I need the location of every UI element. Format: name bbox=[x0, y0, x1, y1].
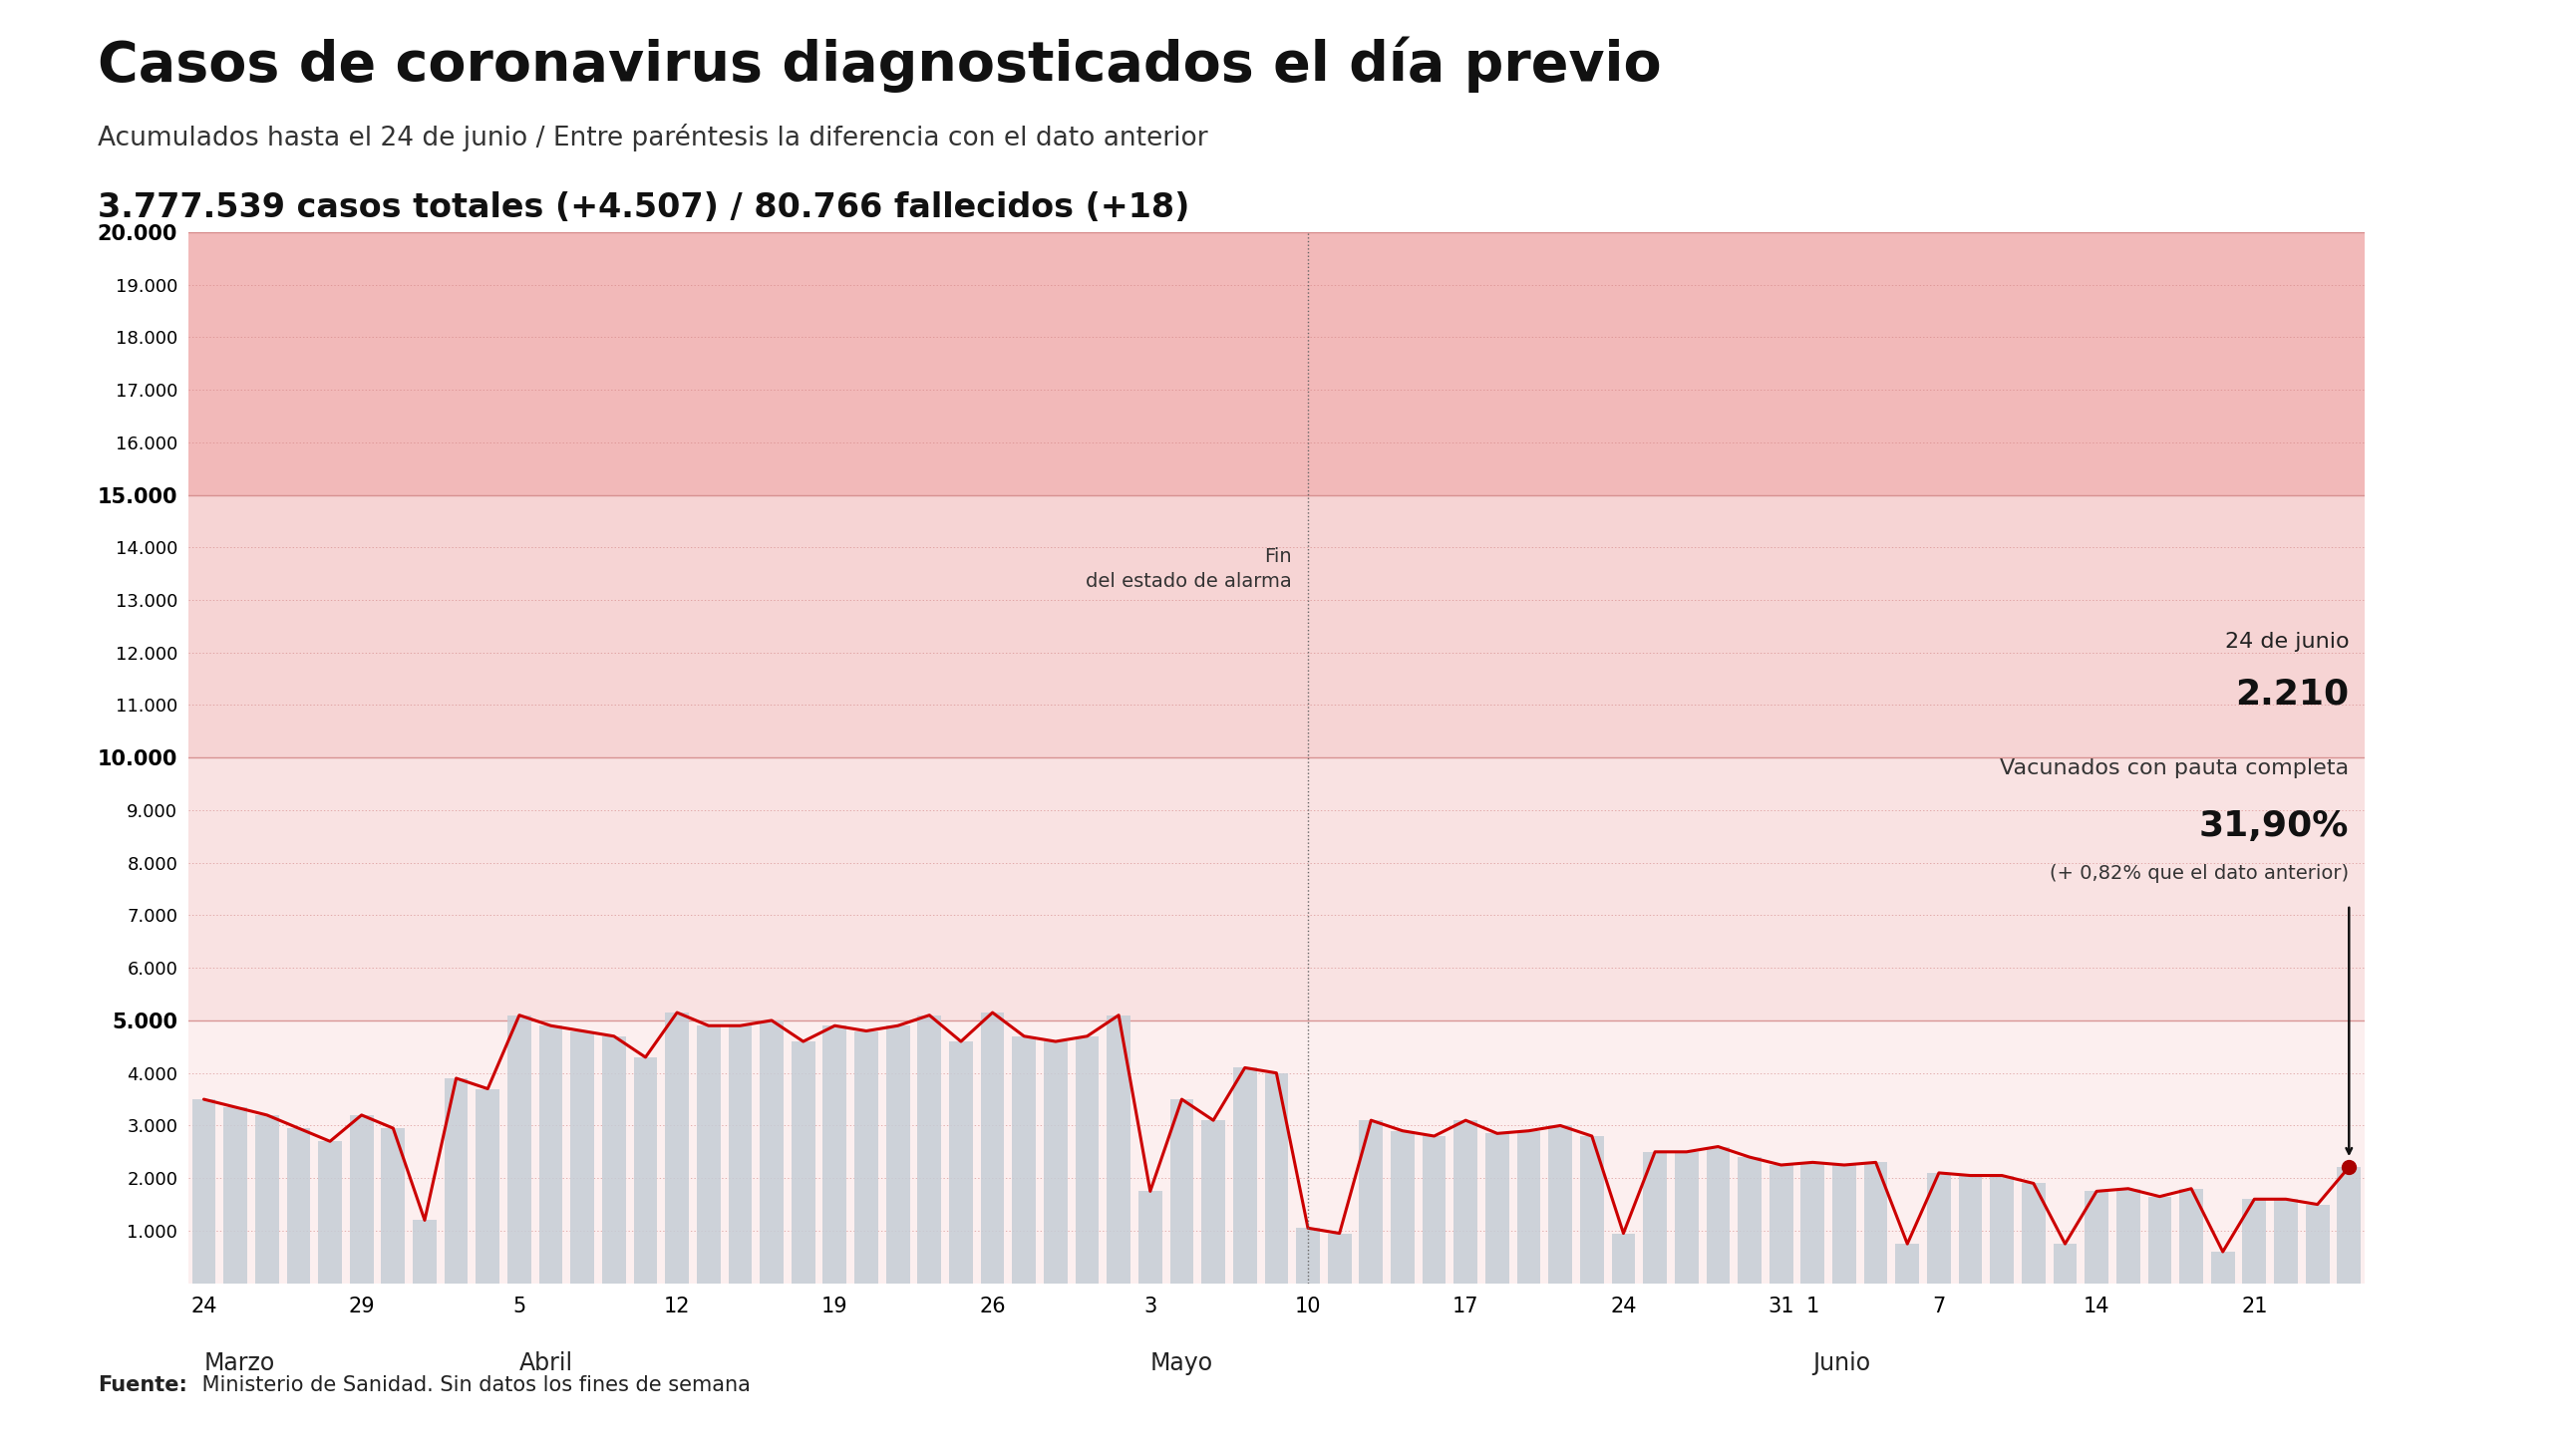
Bar bbox=[822, 1025, 848, 1283]
Bar bbox=[1674, 1151, 1698, 1283]
Bar bbox=[1422, 1137, 1445, 1283]
Bar bbox=[193, 1099, 216, 1283]
Bar bbox=[1613, 1234, 1636, 1283]
Text: (+ 0,82% que el dato anterior): (+ 0,82% que el dato anterior) bbox=[2050, 864, 2349, 883]
Bar bbox=[1360, 1121, 1383, 1283]
Text: Marzo: Marzo bbox=[204, 1351, 276, 1375]
Text: Abril: Abril bbox=[520, 1351, 574, 1375]
Bar bbox=[1579, 1137, 1605, 1283]
Text: 24 de junio: 24 de junio bbox=[2226, 632, 2349, 652]
Bar bbox=[791, 1041, 814, 1283]
Bar bbox=[1296, 1228, 1319, 1283]
Text: Fin
del estado de alarma: Fin del estado de alarma bbox=[1087, 547, 1293, 592]
Bar bbox=[729, 1025, 752, 1283]
Bar bbox=[1074, 1037, 1100, 1283]
Bar bbox=[981, 1012, 1005, 1283]
Bar bbox=[569, 1031, 595, 1283]
Bar bbox=[1832, 1164, 1857, 1283]
Text: Vacunados con pauta completa: Vacunados con pauta completa bbox=[1999, 758, 2349, 779]
Bar bbox=[1517, 1131, 1540, 1283]
Bar bbox=[634, 1057, 657, 1283]
Bar bbox=[2275, 1199, 2298, 1283]
Text: Casos de coronavirus diagnosticados el día previo: Casos de coronavirus diagnosticados el d… bbox=[98, 36, 1662, 93]
Bar bbox=[188, 757, 2365, 1021]
Bar bbox=[1801, 1163, 1824, 1283]
Bar bbox=[2244, 1199, 2267, 1283]
Bar bbox=[1170, 1099, 1193, 1283]
Bar bbox=[381, 1128, 404, 1283]
Bar bbox=[2148, 1196, 2172, 1283]
Bar bbox=[1453, 1121, 1479, 1283]
Bar bbox=[1234, 1067, 1257, 1283]
Bar bbox=[886, 1025, 909, 1283]
Bar bbox=[1108, 1015, 1131, 1283]
Bar bbox=[319, 1141, 343, 1283]
Bar bbox=[1927, 1173, 1950, 1283]
Bar bbox=[2210, 1251, 2233, 1283]
Bar bbox=[1012, 1037, 1036, 1283]
Bar bbox=[696, 1025, 721, 1283]
Bar bbox=[286, 1128, 309, 1283]
Text: 2.210: 2.210 bbox=[2236, 677, 2349, 712]
Bar bbox=[2053, 1244, 2076, 1283]
Bar bbox=[188, 1021, 2365, 1283]
Bar bbox=[1770, 1164, 1793, 1283]
Bar bbox=[1327, 1234, 1352, 1283]
Text: 3.777.539 casos totales (+4.507) / 80.766 fallecidos (+18): 3.777.539 casos totales (+4.507) / 80.76… bbox=[98, 191, 1190, 225]
Bar bbox=[1643, 1151, 1667, 1283]
Text: Acumulados hasta el 24 de junio / Entre paréntesis la diferencia con el dato ant: Acumulados hasta el 24 de junio / Entre … bbox=[98, 123, 1208, 151]
Text: Ministerio de Sanidad. Sin datos los fines de semana: Ministerio de Sanidad. Sin datos los fin… bbox=[196, 1375, 752, 1395]
Text: Fuente:: Fuente: bbox=[98, 1375, 188, 1395]
Bar bbox=[917, 1015, 940, 1283]
Bar bbox=[507, 1015, 531, 1283]
Bar bbox=[2306, 1205, 2329, 1283]
Bar bbox=[855, 1031, 878, 1283]
Text: Mayo: Mayo bbox=[1151, 1351, 1213, 1375]
Text: Junio: Junio bbox=[1814, 1351, 1870, 1375]
Bar bbox=[2336, 1167, 2360, 1283]
Bar bbox=[1705, 1147, 1731, 1283]
Bar bbox=[412, 1219, 435, 1283]
Bar bbox=[1896, 1244, 1919, 1283]
Bar bbox=[477, 1089, 500, 1283]
Bar bbox=[188, 232, 2365, 494]
Bar bbox=[255, 1115, 278, 1283]
Bar bbox=[446, 1079, 469, 1283]
Bar bbox=[1391, 1131, 1414, 1283]
Bar bbox=[350, 1115, 374, 1283]
Bar bbox=[1865, 1163, 1888, 1283]
Bar bbox=[224, 1108, 247, 1283]
Bar bbox=[1265, 1073, 1288, 1283]
Bar bbox=[1958, 1176, 1984, 1283]
Text: 31,90%: 31,90% bbox=[2200, 809, 2349, 842]
Bar bbox=[1486, 1134, 1510, 1283]
Bar bbox=[760, 1021, 783, 1283]
Bar bbox=[2117, 1189, 2141, 1283]
Bar bbox=[1739, 1157, 1762, 1283]
Bar bbox=[603, 1037, 626, 1283]
Bar bbox=[2022, 1183, 2045, 1283]
Bar bbox=[665, 1012, 688, 1283]
Bar bbox=[1043, 1041, 1066, 1283]
Bar bbox=[2179, 1189, 2202, 1283]
Bar bbox=[1548, 1125, 1571, 1283]
Bar bbox=[1200, 1121, 1226, 1283]
Bar bbox=[2084, 1192, 2107, 1283]
Bar bbox=[1991, 1176, 2014, 1283]
Bar bbox=[1139, 1192, 1162, 1283]
Bar bbox=[948, 1041, 974, 1283]
Bar bbox=[188, 494, 2365, 757]
Bar bbox=[538, 1025, 562, 1283]
